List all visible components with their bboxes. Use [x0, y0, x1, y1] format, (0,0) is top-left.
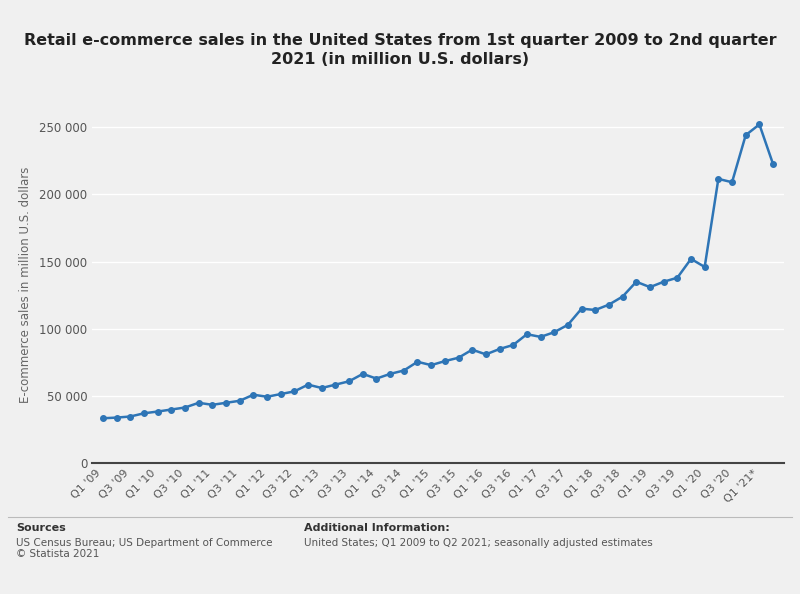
Text: Sources: Sources [16, 523, 66, 533]
Text: US Census Bureau; US Department of Commerce: US Census Bureau; US Department of Comme… [16, 538, 273, 548]
Text: Retail e-commerce sales in the United States from 1st quarter 2009 to 2nd quarte: Retail e-commerce sales in the United St… [24, 33, 776, 68]
Text: Additional Information:: Additional Information: [304, 523, 450, 533]
Text: United States; Q1 2009 to Q2 2021; seasonally adjusted estimates: United States; Q1 2009 to Q2 2021; seaso… [304, 538, 653, 548]
Text: © Statista 2021: © Statista 2021 [16, 549, 99, 560]
Y-axis label: E-commerce sales in million U.S. dollars: E-commerce sales in million U.S. dollars [19, 167, 32, 403]
